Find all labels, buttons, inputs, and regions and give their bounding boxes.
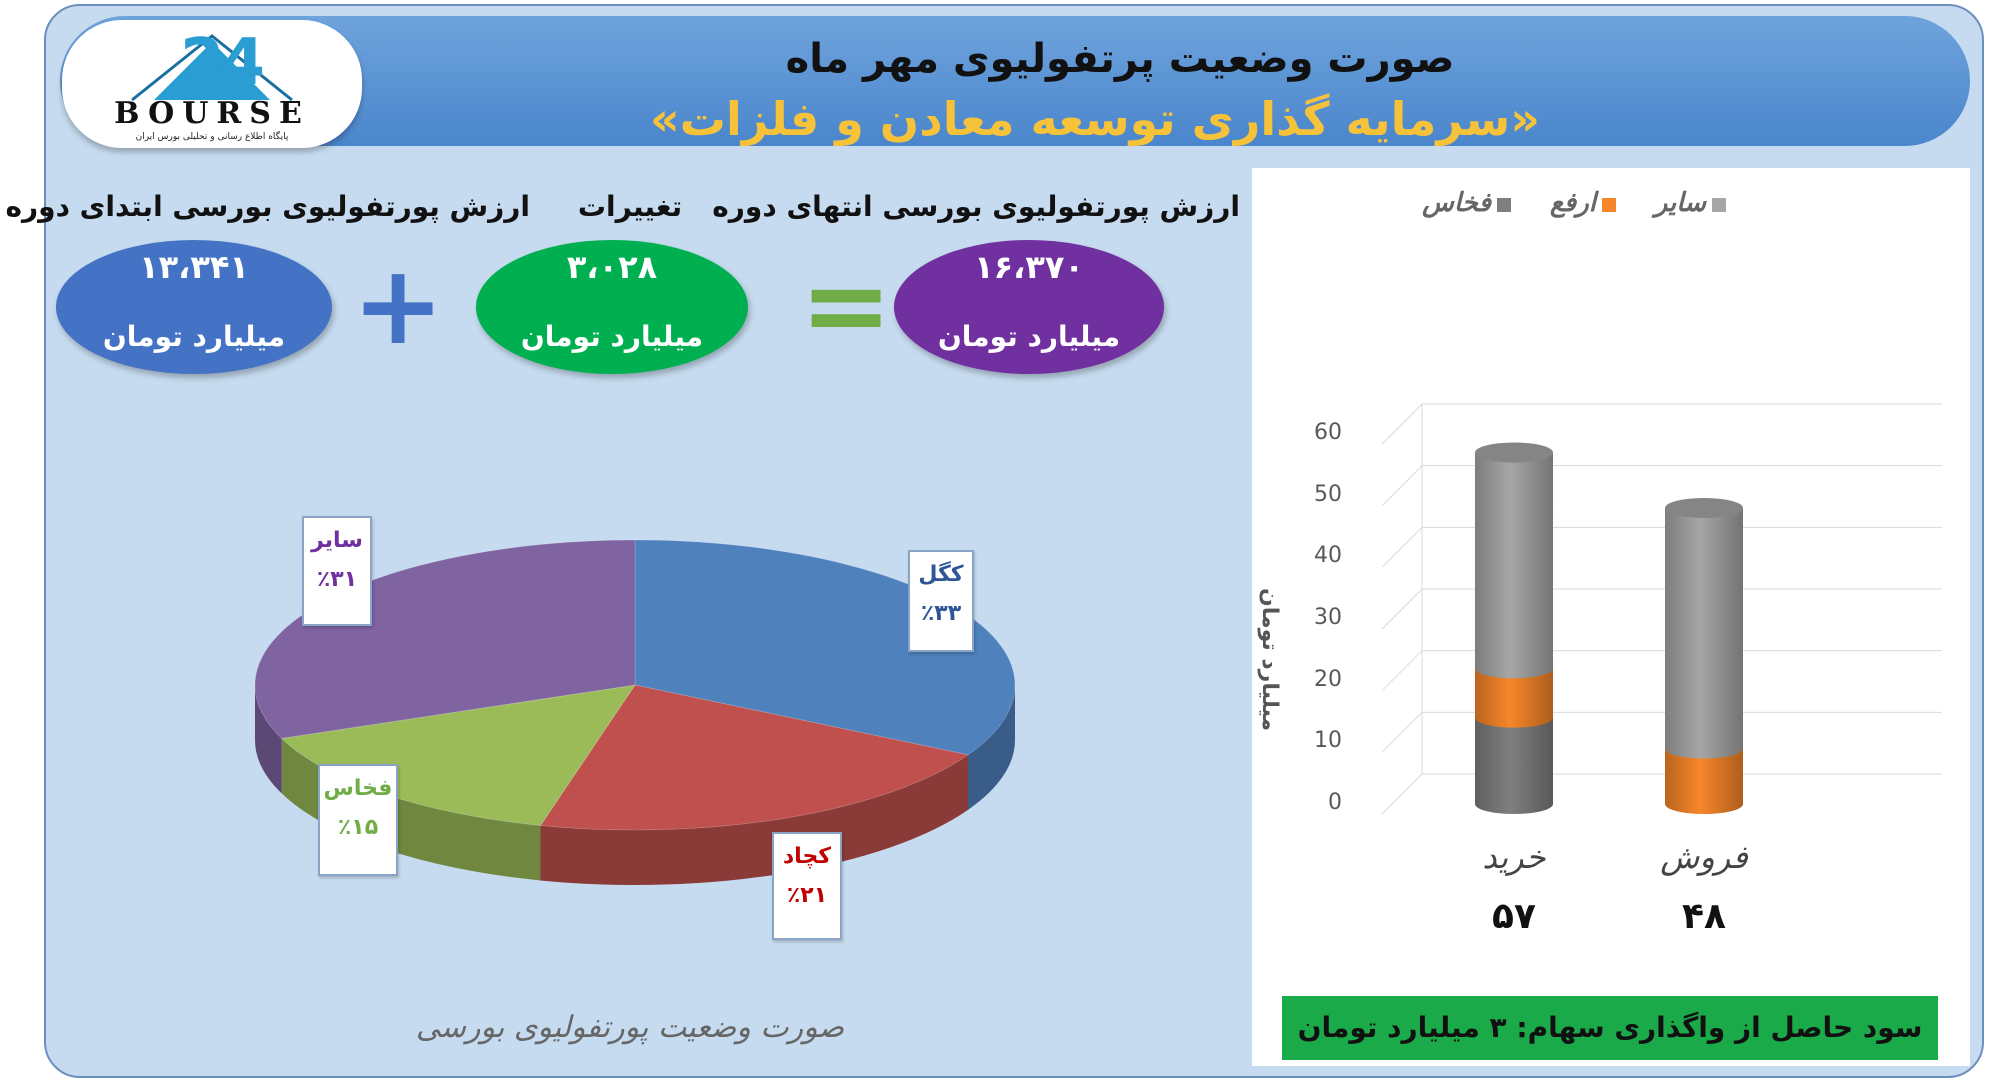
pie-label-box-0: کگل ٪۳۳ xyxy=(908,550,974,652)
bar-chart-panel: 0 10 20 30 40 50 60 خرید ۵۷ فروش ۴۸ سایر ارفع فخاس می… xyxy=(1252,168,1970,1066)
y-tick-label: 20 xyxy=(1314,666,1342,692)
pie-label-percent: ٪۱۵ xyxy=(337,815,379,840)
pie-side-3 xyxy=(255,685,282,794)
end-value-label: ارزش پورتفولیوی بورسی انتهای دوره xyxy=(712,190,1240,223)
pie-slice-1 xyxy=(539,684,970,831)
logo: 24 BOURSE پایگاه اطلاع رسانی و تحلیلی بو… xyxy=(62,20,362,148)
y-tick-label: 10 xyxy=(1314,728,1342,754)
change-value: ۳،۰۲۸ xyxy=(566,248,658,286)
y-tick-label: 40 xyxy=(1314,543,1342,569)
change-unit: میلیارد تومان xyxy=(520,320,704,353)
pie-side-0 xyxy=(967,685,1015,810)
legend-swatch xyxy=(1602,198,1616,212)
bar-segment-1-1 xyxy=(1665,748,1743,814)
pie-label-name: سایر xyxy=(311,528,363,553)
start-value-label: ارزش پورتفولیوی بورسی ابتدای دوره xyxy=(5,190,530,223)
profit-banner: سود حاصل از واگذاری سهام: ۳ میلیارد توما… xyxy=(1282,996,1938,1060)
pie-label-percent: ٪۳۳ xyxy=(920,601,962,626)
pie-label-box-1: کچاد ٪۲۱ xyxy=(772,832,842,940)
logo-number: 24 xyxy=(180,26,265,100)
pie-side-1 xyxy=(540,754,968,885)
legend-label: فخاس xyxy=(1422,188,1491,218)
pie-label-name: کچاد xyxy=(782,844,832,869)
pie-side-2 xyxy=(281,738,541,881)
y-tick-label: 0 xyxy=(1328,790,1342,815)
start-unit: میلیارد تومان xyxy=(102,320,286,353)
x-category-label: خرید xyxy=(1482,838,1546,876)
bar-total-label: ۵۷ xyxy=(1492,896,1536,937)
header-banner: صورت وضعیت پرتفولیوی مهر ماه «سرمایه گذا… xyxy=(60,16,1970,146)
logo-tagline: پایگاه اطلاع رسانی و تحلیلی بورس ایران xyxy=(135,132,289,142)
grid-diag xyxy=(1381,465,1423,507)
bar-cap-1 xyxy=(1665,498,1743,518)
bar-segment-0-1 xyxy=(1475,668,1553,728)
pie-label-percent: ٪۲۱ xyxy=(786,883,828,908)
legend-label: ارفع xyxy=(1549,188,1596,218)
pie-label-percent: ٪۳۱ xyxy=(316,567,358,592)
pie-label-name: فخاس xyxy=(323,776,393,801)
grid-diag xyxy=(1381,773,1423,815)
y-axis-label: میلیارد تومان xyxy=(1257,588,1282,732)
y-tick-label: 60 xyxy=(1314,420,1342,445)
legend-label: سایر xyxy=(1654,188,1706,218)
grid-diag xyxy=(1381,403,1423,445)
logo-mountain-icon xyxy=(131,34,293,102)
page-title: صورت وضعیت پرتفولیوی مهر ماه xyxy=(785,36,1455,82)
grid-diag xyxy=(1381,650,1423,692)
bar-segment-0-2 xyxy=(1475,452,1553,679)
pie-label-box-3: سایر ٪۳۱ xyxy=(302,516,372,626)
pie-caption: صورت وضعیت پورتفولیوی بورسی xyxy=(415,1010,845,1045)
bar-segment-0-0 xyxy=(1475,717,1553,814)
start-value: ۱۳،۳۴۱ xyxy=(139,248,249,286)
x-category-label: فروش xyxy=(1660,838,1748,876)
legend-swatch xyxy=(1712,198,1726,212)
end-value-ellipse: ۱۶،۳۷۰ میلیارد تومان xyxy=(894,240,1164,374)
bar-total-label: ۴۸ xyxy=(1682,896,1726,937)
logo-word: BOURSE xyxy=(114,96,310,131)
plus-sign: + xyxy=(352,241,445,369)
change-value-ellipse: ۳،۰۲۸ میلیارد تومان xyxy=(476,240,748,374)
bar-segment-1-2 xyxy=(1665,508,1743,759)
y-tick-label: 50 xyxy=(1314,481,1342,507)
end-unit: میلیارد تومان xyxy=(937,320,1121,353)
legend-swatch xyxy=(1497,198,1511,212)
bar-chart xyxy=(1381,403,1942,815)
equals-sign: = xyxy=(800,241,893,369)
grid-diag xyxy=(1381,526,1423,568)
start-value-ellipse: ۱۳،۳۴۱ میلیارد تومان xyxy=(56,240,332,374)
y-tick-label: 30 xyxy=(1314,605,1342,630)
grid-diag xyxy=(1381,711,1423,753)
end-value: ۱۶،۳۷۰ xyxy=(974,248,1084,286)
bar-cap-0 xyxy=(1475,442,1553,463)
pie-label-name: کگل xyxy=(918,562,964,587)
change-label: تغییرات xyxy=(577,190,683,223)
pie-label-box-2: فخاس ٪۱۵ xyxy=(318,764,398,876)
grid-diag xyxy=(1381,588,1423,630)
company-title: «سرمایه گذاری توسعه معادن و فلزات» xyxy=(650,92,1540,146)
